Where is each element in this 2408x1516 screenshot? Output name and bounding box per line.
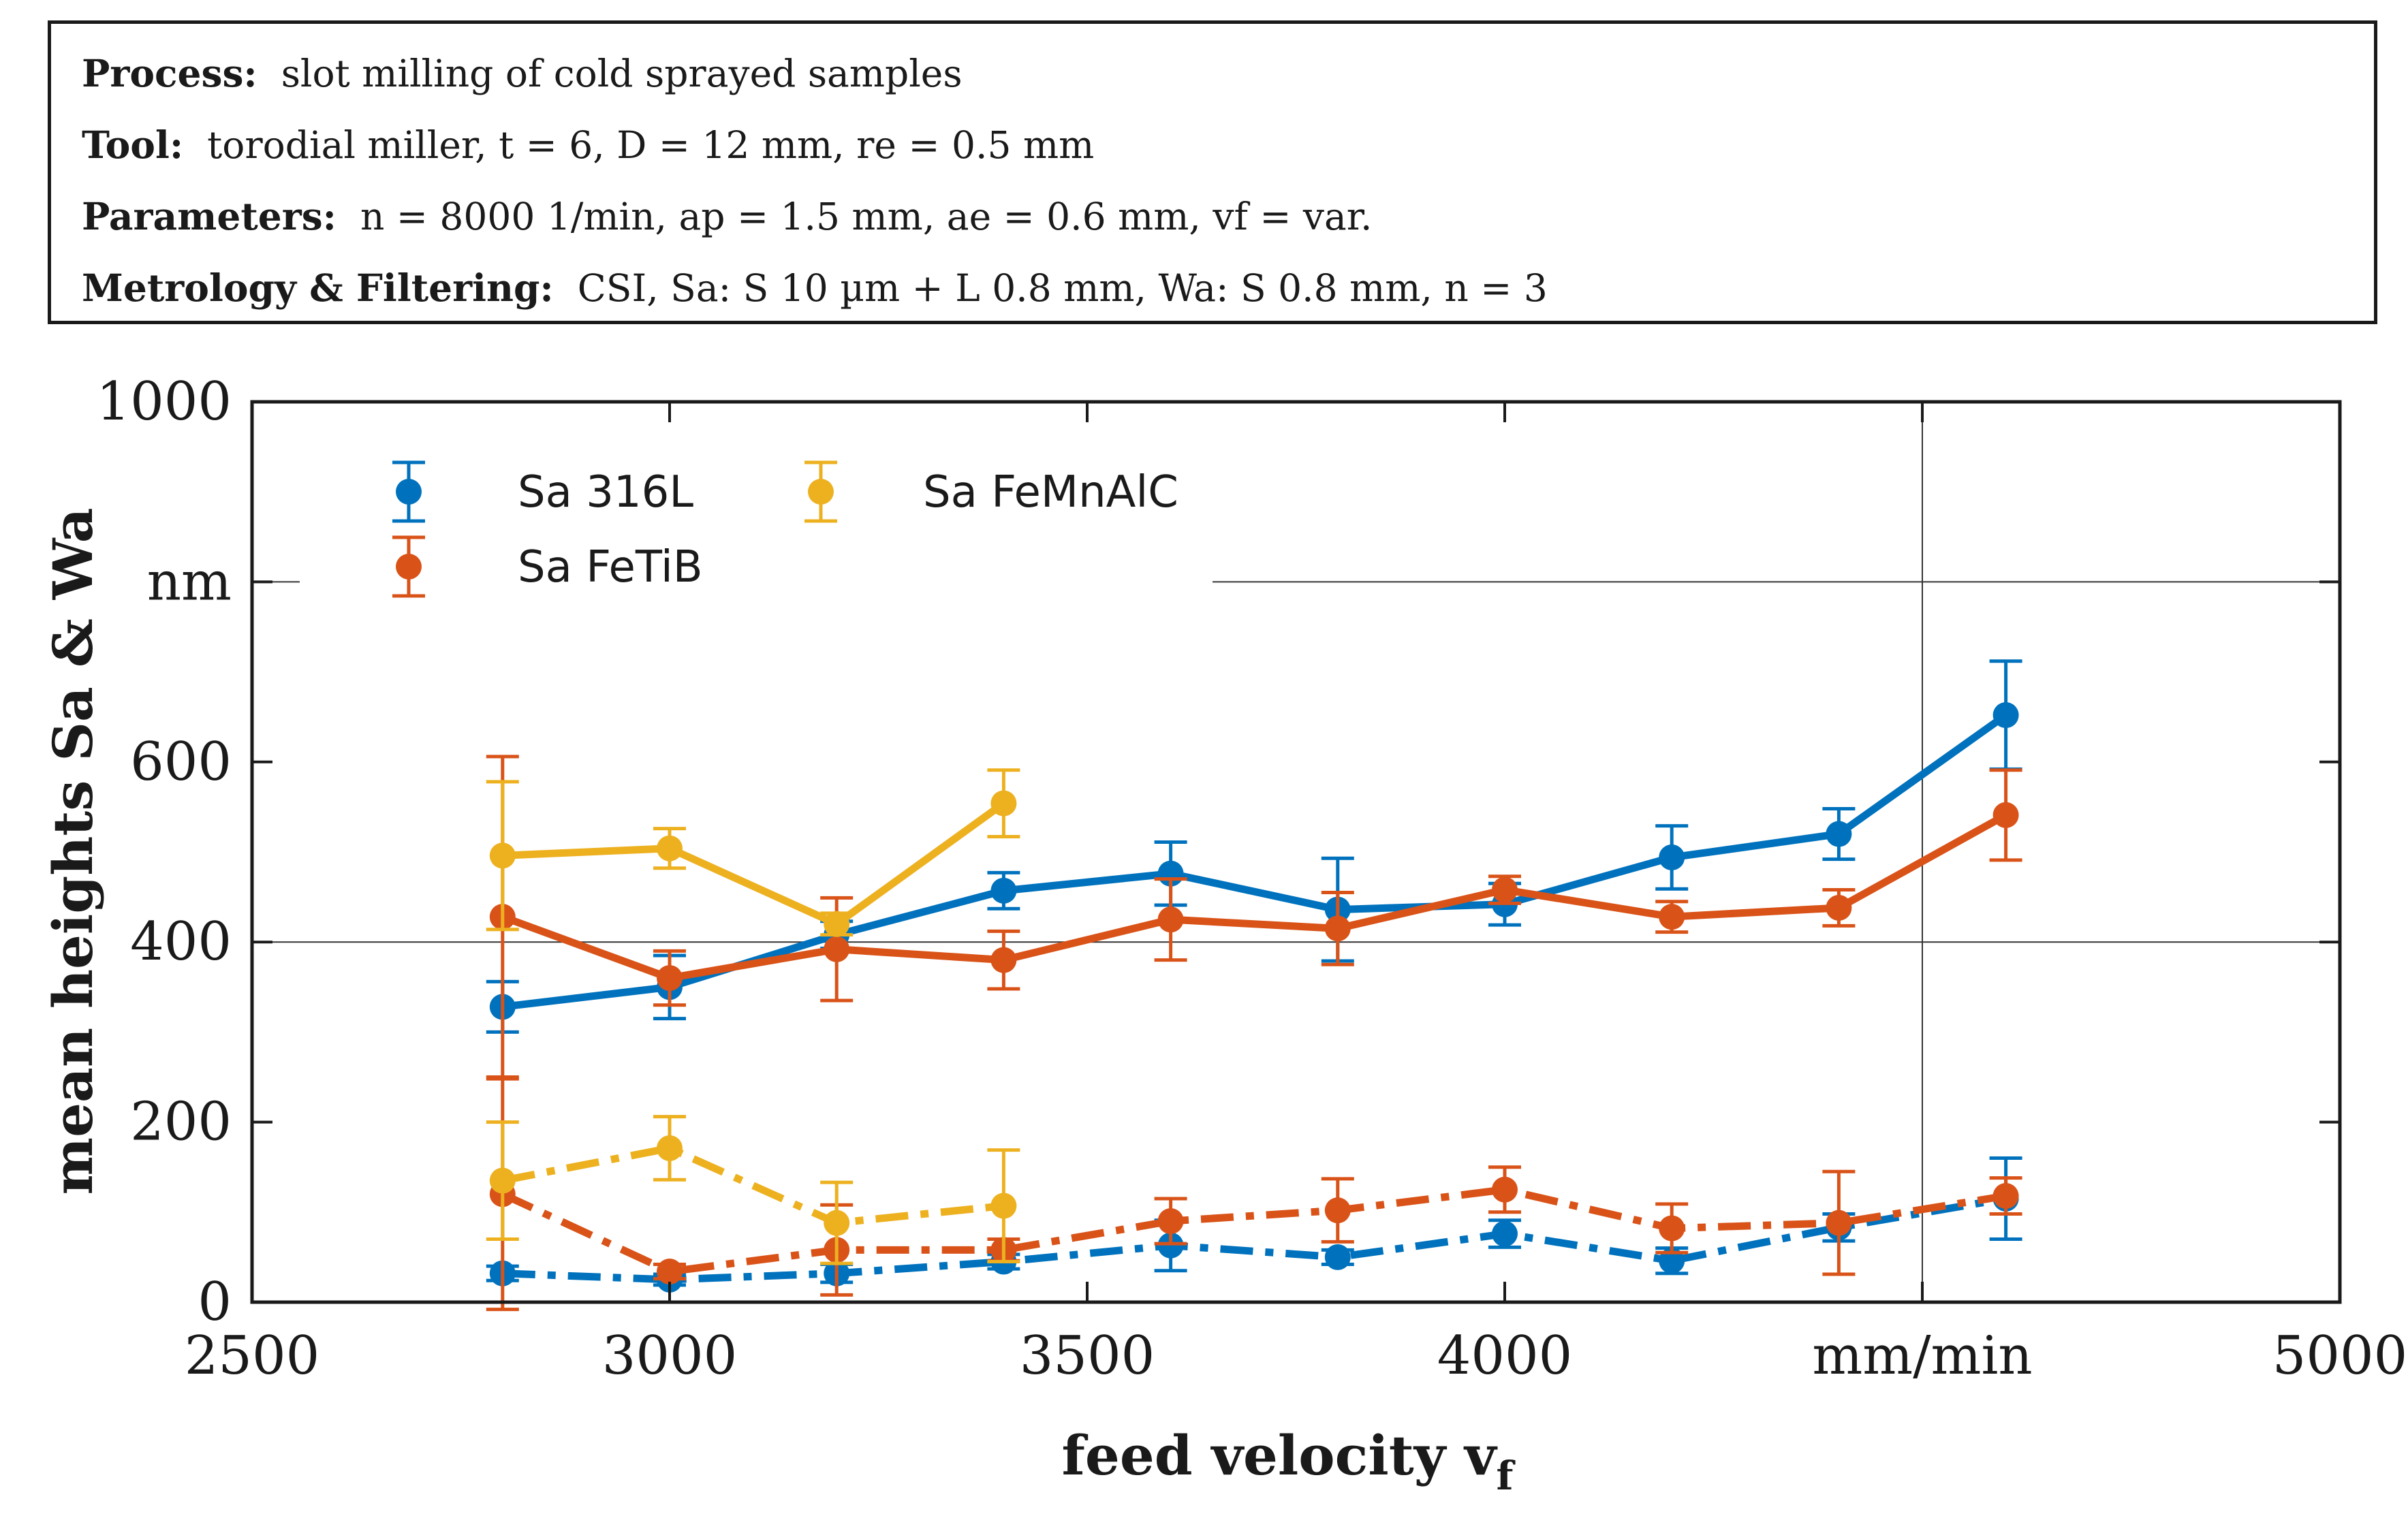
data-point bbox=[1659, 904, 1685, 930]
legend-item-sa-fetib: Sa FeTiB bbox=[392, 535, 703, 598]
legend-marker bbox=[808, 479, 834, 505]
axis-layer: 2500 3000 3500 4000 mm/min 5000 0 200 400 600 nm 10… bbox=[96, 371, 2407, 1387]
data-point bbox=[824, 1210, 850, 1236]
data-point bbox=[1492, 877, 1518, 903]
series-wa-femnalc bbox=[486, 1115, 1020, 1265]
y-tick-label: 0 bbox=[198, 1272, 232, 1333]
series-sa-fetib bbox=[486, 755, 2022, 1079]
data-point bbox=[657, 965, 683, 992]
data-point bbox=[1659, 1215, 1685, 1242]
data-point bbox=[1992, 802, 2019, 828]
data-point bbox=[990, 947, 1017, 973]
process-label: Process: bbox=[82, 51, 257, 95]
tool-label: Tool: bbox=[82, 123, 184, 167]
series-line bbox=[502, 1195, 2007, 1284]
info-parameters: Parameters: n = 8000 1/min, ap = 1.5 mm,… bbox=[82, 194, 1372, 238]
info-metrology: Metrology & Filtering: CSI, Sa: S 10 µm … bbox=[82, 266, 1548, 310]
y-axis-title: mean heights Sa & Wa bbox=[41, 507, 105, 1195]
x-tick-label: 3000 bbox=[602, 1325, 738, 1387]
data-point bbox=[1826, 894, 1852, 921]
legend: Sa 316L Sa FeTiB Sa FeMnAlC bbox=[392, 460, 1178, 598]
y-tick-label: 200 bbox=[130, 1092, 232, 1153]
y-tick-label: 1000 bbox=[96, 371, 232, 432]
process-value: slot milling of cold sprayed samples bbox=[281, 52, 963, 95]
parameters-value: n = 8000 1/min, ap = 1.5 mm, ae = 0.6 mm… bbox=[360, 195, 1373, 238]
info-process: Process: slot milling of cold sprayed sa… bbox=[82, 51, 963, 95]
y-tick-label: nm bbox=[147, 551, 232, 612]
legend-box bbox=[300, 436, 1213, 613]
x-tick-label: 4000 bbox=[1437, 1325, 1573, 1387]
data-point bbox=[1492, 1176, 1518, 1203]
data-point bbox=[657, 835, 683, 862]
tool-value: torodial miller, t = 6, D = 12 mm, re = … bbox=[207, 123, 1095, 167]
data-point bbox=[1992, 702, 2019, 729]
legend-label: Sa FeMnAlC bbox=[923, 467, 1178, 518]
x-tick-label: 5000 bbox=[2272, 1325, 2408, 1387]
y-tick-label: 600 bbox=[130, 731, 232, 793]
data-point bbox=[990, 790, 1017, 817]
series-sa-femnalc bbox=[486, 768, 1020, 937]
data-point bbox=[657, 1259, 683, 1285]
data-point bbox=[489, 1167, 516, 1194]
data-point bbox=[1992, 1183, 2019, 1210]
legend-label: Sa 316L bbox=[518, 467, 693, 518]
series-line bbox=[501, 1186, 2007, 1276]
data-point bbox=[1826, 1210, 1852, 1236]
data-point bbox=[1157, 1232, 1184, 1259]
series-line bbox=[502, 712, 2008, 1011]
info-box: Process: slot milling of cold sprayed sa… bbox=[48, 20, 2377, 324]
legend-background bbox=[300, 436, 1213, 613]
parameters-label: Parameters: bbox=[82, 194, 337, 238]
data-point bbox=[489, 842, 516, 869]
data-point bbox=[824, 936, 850, 962]
series-line bbox=[502, 800, 1006, 928]
data-point bbox=[1324, 1244, 1351, 1270]
x-axis-title-main: feed velocity v bbox=[1062, 1423, 1499, 1487]
data-point bbox=[1324, 1197, 1351, 1224]
legend-label: Sa FeTiB bbox=[518, 542, 703, 593]
legend-marker bbox=[396, 479, 422, 505]
legend-item-sa-femnalc: Sa FeMnAlC bbox=[804, 460, 1178, 523]
info-tool: Tool: torodial miller, t = 6, D = 12 mm,… bbox=[82, 123, 1094, 167]
series-line bbox=[501, 811, 2008, 982]
data-point bbox=[1659, 844, 1685, 870]
y-tick-label: 400 bbox=[130, 911, 232, 973]
legend-marker bbox=[396, 554, 422, 580]
plot-frame bbox=[250, 400, 2342, 1304]
metrology-value: CSI, Sa: S 10 µm + L 0.8 mm, Wa: S 0.8 m… bbox=[577, 266, 1548, 310]
x-tick-label: 2500 bbox=[185, 1325, 320, 1387]
series-sa-316l bbox=[486, 659, 2022, 1034]
data-point bbox=[824, 911, 850, 937]
x-tick-label: 3500 bbox=[1020, 1325, 1155, 1387]
x-axis-title-subscript: f bbox=[1497, 1453, 1516, 1499]
data-point bbox=[1157, 906, 1184, 933]
data-point bbox=[1157, 1208, 1184, 1235]
series-line bbox=[501, 1144, 1004, 1227]
legend-item-sa-316l: Sa 316L bbox=[392, 460, 693, 523]
data-point bbox=[1826, 821, 1852, 847]
data-point bbox=[990, 1193, 1017, 1219]
data-point bbox=[1492, 1220, 1518, 1247]
data-point bbox=[657, 1135, 683, 1161]
x-axis-title: feed velocity vf bbox=[1062, 1423, 1516, 1499]
data-point bbox=[1324, 915, 1351, 942]
x-tick-label: mm/min bbox=[1812, 1325, 2032, 1387]
series-layer bbox=[486, 659, 2022, 1312]
data-point bbox=[990, 877, 1017, 904]
metrology-label: Metrology & Filtering: bbox=[82, 266, 554, 310]
